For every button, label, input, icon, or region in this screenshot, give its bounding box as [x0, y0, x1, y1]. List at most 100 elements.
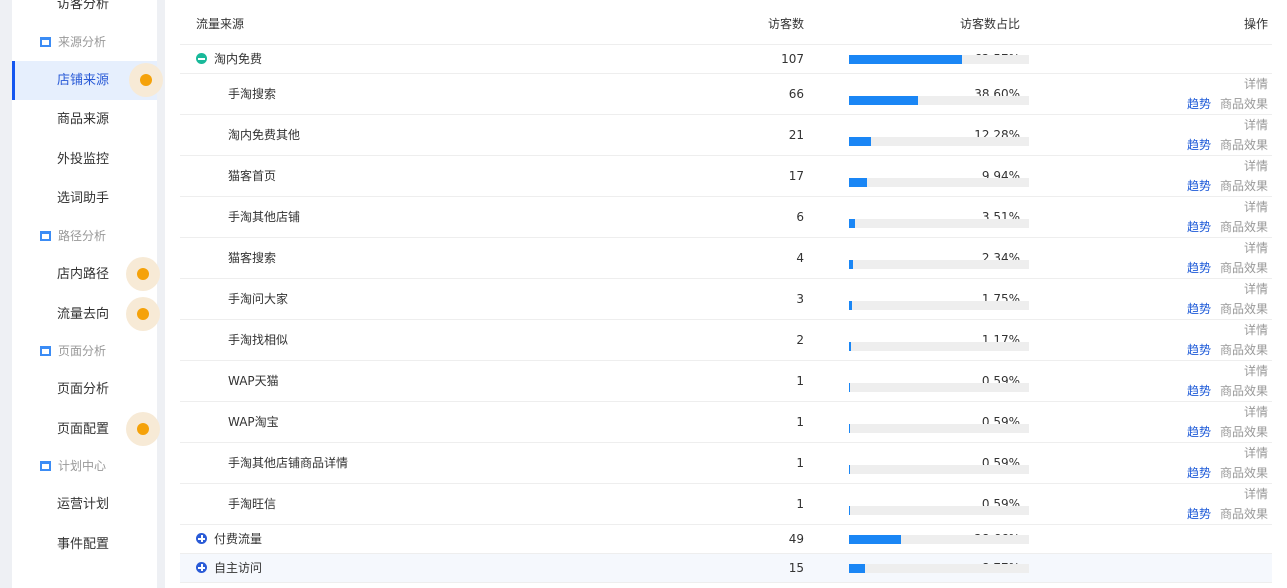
expand-toggle-icon[interactable] — [196, 562, 207, 573]
source-name: 手淘搜索 — [228, 87, 277, 101]
visitor-ratio: 0.59% — [981, 456, 1020, 470]
ratio-bar — [849, 535, 1029, 544]
sidebar-item[interactable]: 页面配置 — [12, 410, 160, 449]
ratio-bar-fill — [849, 383, 851, 392]
detail-link[interactable]: 详情 — [1243, 77, 1268, 91]
sidebar-item[interactable]: 页面分析 — [12, 370, 157, 409]
header-ops: 操作 — [1243, 17, 1268, 31]
source-name: 手淘找相似 — [228, 333, 289, 347]
sidebar-item[interactable]: 运营计划 — [12, 485, 157, 524]
sidebar-item[interactable]: 商品来源 — [12, 100, 157, 139]
visitor-count: 17 — [788, 169, 804, 183]
sidebar-item[interactable]: 店内路径 — [12, 255, 160, 294]
detail-link[interactable]: 详情 — [1243, 159, 1268, 173]
detail-link[interactable]: 详情 — [1243, 200, 1268, 214]
trend-link[interactable]: 趋势 — [1186, 343, 1211, 357]
visitor-count: 66 — [788, 87, 804, 101]
product-effect-link[interactable]: 商品效果 — [1219, 261, 1268, 275]
sidebar-item-label: 流量去向 — [57, 307, 110, 322]
product-effect-link[interactable]: 商品效果 — [1219, 138, 1268, 152]
source-name: 手淘旺信 — [228, 497, 277, 511]
detail-link[interactable]: 详情 — [1243, 446, 1268, 460]
visitor-count: 1 — [796, 415, 804, 429]
product-effect-link[interactable]: 商品效果 — [1219, 220, 1268, 234]
detail-link[interactable]: 详情 — [1243, 118, 1268, 132]
product-effect-link[interactable]: 商品效果 — [1219, 507, 1268, 521]
detail-link[interactable]: 详情 — [1243, 487, 1268, 501]
detail-link[interactable]: 详情 — [1243, 405, 1268, 419]
trend-link[interactable]: 趋势 — [1186, 302, 1211, 316]
detail-link[interactable]: 详情 — [1243, 364, 1268, 378]
source-name: 淘内免费 — [196, 45, 262, 74]
visitor-ratio: 0.59% — [981, 374, 1020, 388]
building-icon — [40, 346, 51, 356]
trend-link[interactable]: 趋势 — [1186, 261, 1211, 275]
trend-link[interactable]: 趋势 — [1186, 220, 1211, 234]
trend-link[interactable]: 趋势 — [1186, 425, 1211, 439]
product-effect-link[interactable]: 商品效果 — [1219, 302, 1268, 316]
product-effect-link[interactable]: 商品效果 — [1219, 97, 1268, 111]
visitor-ratio: 12.28% — [974, 128, 1020, 142]
ratio-bar — [849, 137, 1029, 146]
row-actions: 详情趋势 商品效果 — [1187, 402, 1268, 442]
ratio-bar — [849, 383, 1029, 392]
table-row: 猫客搜索 4 2.34% 详情 趋势 商品效果 — [180, 238, 1272, 279]
sidebar-group: 来源分析 — [40, 32, 106, 52]
trend-link[interactable]: 趋势 — [1186, 507, 1211, 521]
sidebar-item[interactable]: 流量去向 — [12, 295, 160, 334]
detail-link[interactable]: 详情 — [1243, 241, 1268, 255]
ratio-bar-fill — [849, 55, 962, 64]
sidebar-group-label: 计划中心 — [58, 459, 107, 473]
trend-link[interactable]: 趋势 — [1186, 384, 1211, 398]
row-actions: 详情趋势 商品效果 — [1187, 156, 1268, 196]
visitor-ratio: 0.59% — [981, 415, 1020, 429]
product-effect-link[interactable]: 商品效果 — [1219, 425, 1268, 439]
source-name: WAP天猫 — [228, 374, 279, 388]
table-row: 淘内免费 107 62.57% — [180, 45, 1272, 74]
detail-link[interactable]: 详情 — [1243, 323, 1268, 337]
visitor-ratio: 1.75% — [981, 292, 1020, 306]
sidebar-item[interactable]: 店铺来源 — [12, 61, 163, 100]
detail-link[interactable]: 详情 — [1243, 282, 1268, 296]
sidebar-group: 页面分析 — [40, 341, 106, 361]
product-effect-link[interactable]: 商品效果 — [1219, 179, 1268, 193]
ratio-bar — [849, 564, 1029, 573]
trend-link[interactable]: 趋势 — [1186, 466, 1211, 480]
ratio-bar — [849, 424, 1029, 433]
table-row: 淘内免费其他 21 12.28% 详情 趋势 商品效果 — [180, 115, 1272, 156]
trend-link[interactable]: 趋势 — [1186, 138, 1211, 152]
source-name: 自主访问 — [196, 554, 262, 583]
visitor-count: 1 — [796, 456, 804, 470]
table-row: 手淘旺信 1 0.59% 详情 趋势 商品效果 — [180, 484, 1272, 525]
notification-dot-icon — [129, 63, 163, 97]
notification-dot-icon — [126, 257, 160, 291]
trend-link[interactable]: 趋势 — [1186, 179, 1211, 193]
visitor-count: 107 — [781, 52, 804, 66]
header-visitors: 访客数 — [767, 17, 804, 31]
ratio-bar-fill — [849, 535, 901, 544]
product-effect-link[interactable]: 商品效果 — [1219, 466, 1268, 480]
building-icon — [40, 461, 51, 471]
sidebar-item[interactable]: 选词助手 — [12, 179, 157, 218]
notification-dot-icon — [126, 297, 160, 331]
ratio-bar-fill — [849, 219, 856, 228]
trend-link[interactable]: 趋势 — [1186, 97, 1211, 111]
building-icon — [40, 37, 51, 47]
sidebar-item[interactable]: 外投监控 — [12, 140, 157, 179]
expand-toggle-icon[interactable] — [196, 533, 207, 544]
source-name: 付费流量 — [196, 525, 262, 554]
visitor-count: 1 — [796, 374, 804, 388]
table-row: 手淘其他店铺商品详情 1 0.59% 详情 趋势 商品效果 — [180, 443, 1272, 484]
ratio-bar-fill — [849, 137, 872, 146]
sidebar-item-label: 页面分析 — [57, 382, 110, 397]
sidebar-item-label: 店内路径 — [57, 267, 110, 282]
table-row: 自主访问 15 8.77% — [180, 554, 1272, 583]
product-effect-link[interactable]: 商品效果 — [1219, 384, 1268, 398]
product-effect-link[interactable]: 商品效果 — [1219, 343, 1268, 357]
sidebar-item[interactable]: 事件配置 — [12, 525, 157, 564]
visitor-ratio: 3.51% — [981, 210, 1020, 224]
table-row: WAP天猫 1 0.59% 详情趋势 商品效果 — [180, 361, 1272, 402]
row-actions: 详情趋势 商品效果 — [1187, 443, 1268, 483]
sidebar-item[interactable]: 访客分析 — [12, 0, 157, 24]
collapse-toggle-icon[interactable] — [196, 53, 207, 64]
